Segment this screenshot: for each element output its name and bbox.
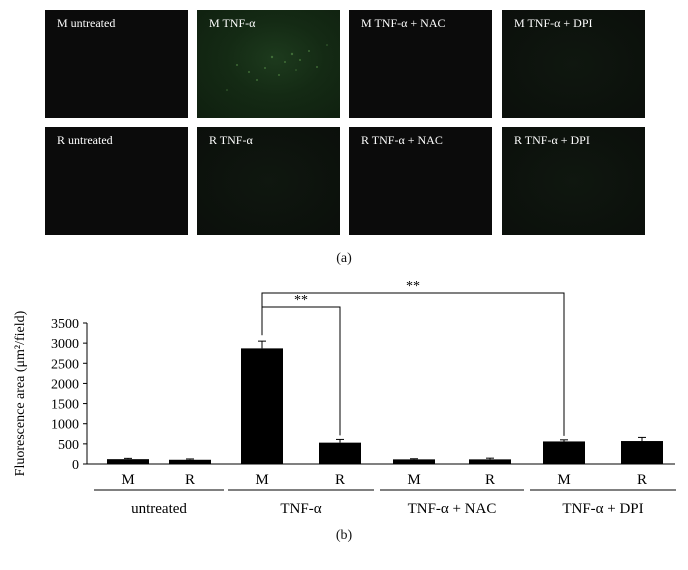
panel-label: R TNF-α + DPI	[514, 133, 590, 147]
micrograph-m-tnf-nac: M TNF-α + NAC	[349, 10, 492, 118]
y-tick-label: 1000	[51, 418, 79, 433]
y-tick-label: 2500	[51, 357, 79, 372]
bar	[543, 441, 585, 464]
x-tick-label: R	[637, 472, 647, 488]
group-label: untreated	[131, 501, 187, 517]
micrograph-r-tnf: R TNF-α	[197, 127, 340, 235]
panel-label: M TNF-α	[209, 16, 256, 30]
caption-b: (b)	[335, 528, 353, 543]
micrograph-r-untreated: R untreated	[45, 127, 188, 235]
bar	[169, 459, 211, 464]
group-label: TNF-α + DPI	[562, 501, 643, 517]
x-tick-label: M	[121, 472, 134, 488]
bar	[319, 442, 361, 464]
bar	[107, 459, 149, 464]
fluorescence-speckles	[226, 44, 328, 91]
micrograph-m-untreated: M untreated	[45, 10, 188, 118]
y-axis-label: Fluorescence area (μm²/field)	[13, 310, 28, 476]
x-tick-label: R	[185, 472, 195, 488]
bar	[393, 459, 435, 464]
micrograph-r-tnf-dpi: R TNF-α + DPI	[502, 127, 645, 235]
bar-chart: 0 500 1000 1500 2000 2500 3000 3500 Fluorescence…	[13, 279, 676, 517]
panel-label: R untreated	[57, 133, 113, 147]
panel-label: M untreated	[57, 16, 116, 30]
y-tick-label: 0	[72, 458, 79, 473]
caption-a: (a)	[336, 251, 352, 266]
x-tick-label: M	[407, 472, 420, 488]
y-tick-label: 3500	[51, 317, 79, 332]
bar	[241, 348, 283, 464]
micrograph-m-tnf: M TNF-α	[197, 10, 340, 118]
bar	[621, 441, 663, 464]
x-tick-label: M	[557, 472, 570, 488]
bar	[469, 459, 511, 464]
panel-label: M TNF-α + DPI	[514, 16, 593, 30]
group-label: TNF-α + NAC	[408, 501, 497, 517]
micrograph-m-tnf-dpi: M TNF-α + DPI	[502, 10, 645, 118]
panel-label: R TNF-α + NAC	[361, 133, 443, 147]
y-tick-label: 2000	[51, 377, 79, 392]
y-tick-label: 3000	[51, 337, 79, 352]
y-tick-label: 500	[58, 438, 79, 453]
panel-label: R TNF-α	[209, 133, 253, 147]
x-tick-label: R	[485, 472, 495, 488]
group-label: TNF-α	[280, 501, 321, 517]
panel-label: M TNF-α + NAC	[361, 16, 446, 30]
significance-label: **	[294, 293, 308, 308]
y-tick-label: 1500	[51, 398, 79, 413]
x-tick-label: M	[255, 472, 268, 488]
significance-bracket	[261, 292, 565, 436]
significance-label: **	[406, 279, 420, 294]
x-tick-label: R	[335, 472, 345, 488]
micrograph-r-tnf-nac: R TNF-α + NAC	[349, 127, 492, 235]
